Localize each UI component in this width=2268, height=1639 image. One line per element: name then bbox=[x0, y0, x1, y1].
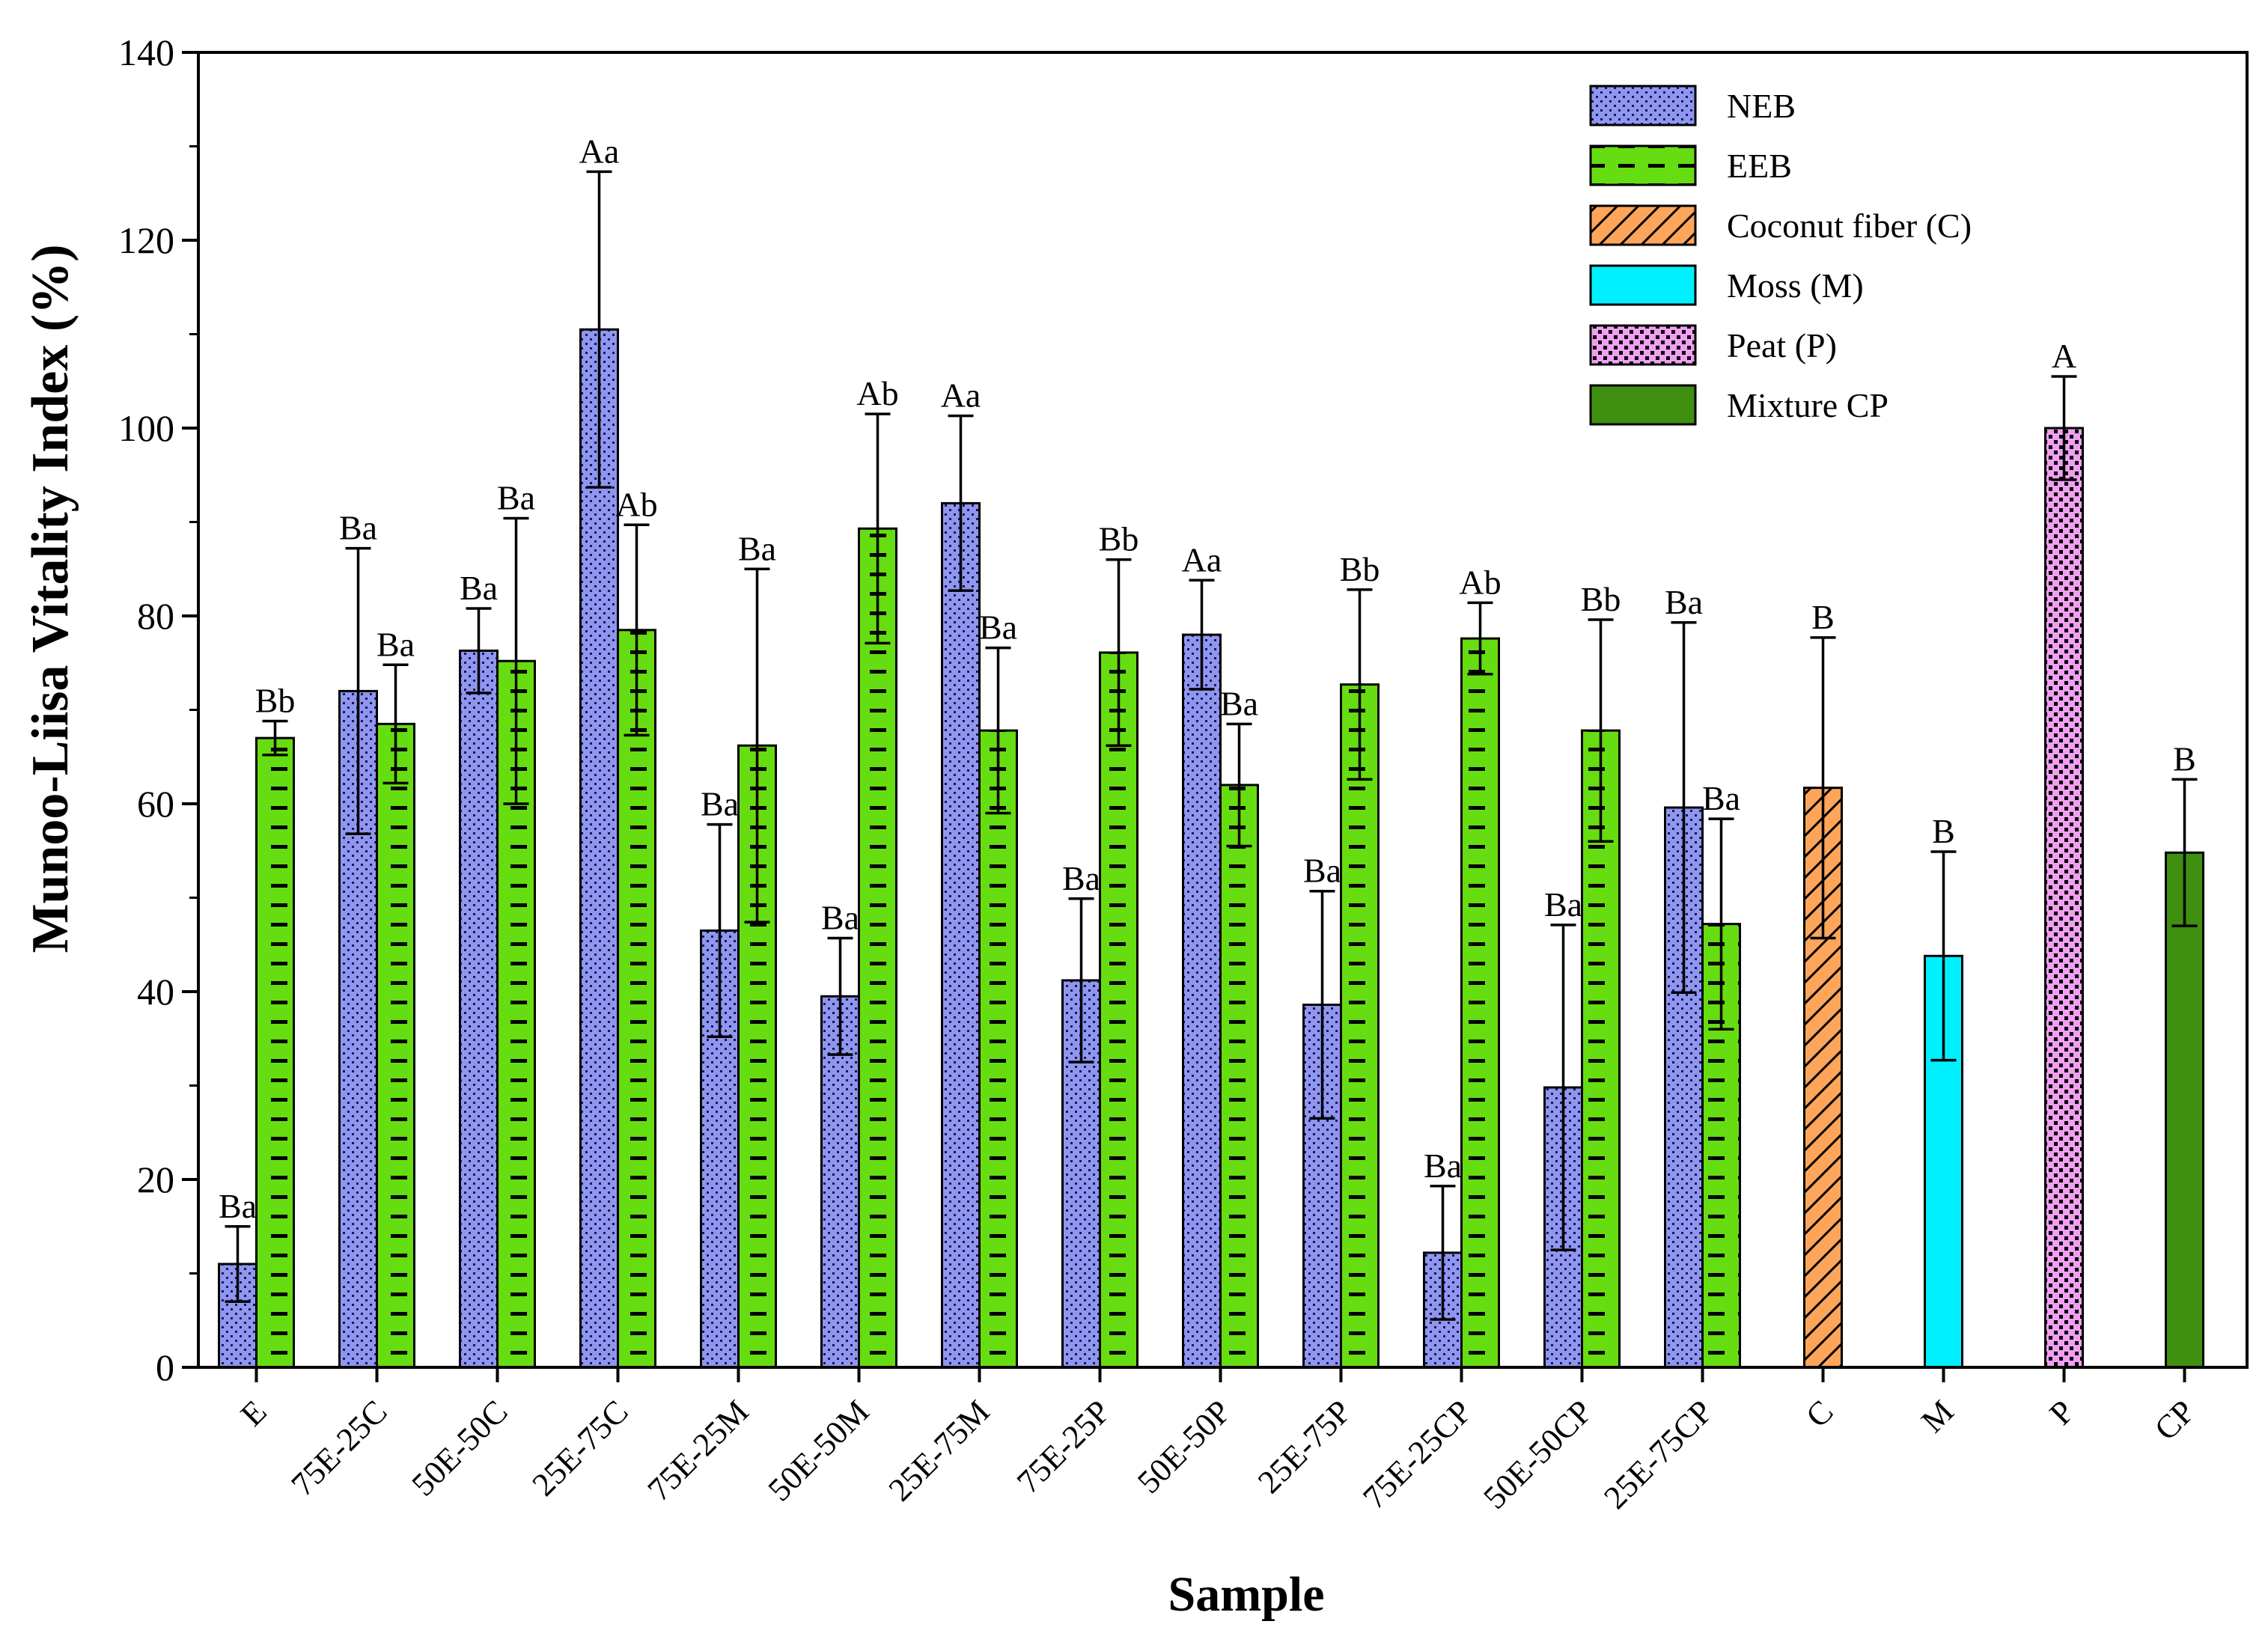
bar-eeb-25E-75M bbox=[978, 729, 1018, 1369]
x-tick-label-50E-50M: 50E-50M bbox=[761, 1393, 877, 1508]
data-label-neb-25E-75C: Aa bbox=[579, 132, 620, 170]
error-bars-layer bbox=[225, 170, 2198, 1321]
bar-neb-25E-75M bbox=[941, 501, 981, 1369]
x-tick-label-50E-50P: 50E-50P bbox=[1130, 1393, 1238, 1501]
y-tick-label-140: 140 bbox=[118, 31, 174, 73]
data-label-eeb-75E-25C: Ba bbox=[377, 625, 415, 663]
data-label-neb-25E-75M: Aa bbox=[941, 376, 981, 415]
x-axis-title: Sample bbox=[1168, 1567, 1324, 1622]
data-label-eeb-75E-25M: Ba bbox=[738, 529, 776, 567]
bar-eeb-50E-50M bbox=[858, 527, 897, 1369]
data-label-moss-m-M: B bbox=[1932, 812, 1955, 850]
y-tick-label-120: 120 bbox=[118, 219, 174, 261]
y-axis-title: Munoo-Liisa Vitality Index (%) bbox=[22, 244, 79, 953]
legend-swatch-mixture-cp bbox=[1589, 384, 1697, 426]
data-label-neb-50E-50P: Aa bbox=[1182, 540, 1222, 579]
legend-label-peat-p: Peat (P) bbox=[1727, 326, 1837, 364]
data-label-neb-75E-25P: Ba bbox=[1062, 859, 1100, 897]
bar-eeb-50E-50P bbox=[1219, 784, 1259, 1369]
data-label-eeb-50E-50C: Ba bbox=[497, 478, 535, 516]
legend-label-eeb: EEB bbox=[1727, 147, 1792, 185]
data-label-neb-75E-25C: Ba bbox=[339, 509, 377, 547]
data-label-eeb-25E-75C: Ab bbox=[615, 485, 657, 523]
x-tick-label-50E-50C: 50E-50C bbox=[405, 1393, 515, 1503]
data-label-eeb-75E-25CP: Ab bbox=[1459, 563, 1501, 601]
bar-neb-50E-50C bbox=[459, 649, 499, 1369]
bar-eeb-25E-75P bbox=[1340, 683, 1380, 1369]
x-tick-label-25E-75CP: 25E-75CP bbox=[1597, 1393, 1719, 1516]
x-tick-label-25E-75P: 25E-75P bbox=[1251, 1393, 1359, 1501]
y-tick-label-60: 60 bbox=[137, 783, 174, 825]
data-label-neb-50E-50C: Ba bbox=[460, 569, 498, 607]
bar-eeb-75E-25C bbox=[376, 722, 415, 1369]
legend-label-neb: NEB bbox=[1727, 87, 1796, 125]
legend-swatch-coconut-fiber-c bbox=[1589, 204, 1697, 246]
data-label-eeb-E: Bb bbox=[255, 682, 296, 720]
x-tick-label-25E-75M: 25E-75M bbox=[882, 1393, 997, 1508]
data-label-neb-50E-50CP: Ba bbox=[1544, 885, 1582, 924]
x-tick-label-CP: CP bbox=[2147, 1393, 2202, 1447]
x-tick-label-M: M bbox=[1914, 1393, 1960, 1439]
bar-eeb-75E-25CP bbox=[1460, 637, 1500, 1369]
data-label-neb-75E-25M: Ba bbox=[701, 785, 739, 823]
data-label-eeb-50E-50M: Ab bbox=[856, 374, 898, 412]
x-tick-label-E: E bbox=[234, 1393, 274, 1433]
y-tick-label-0: 0 bbox=[156, 1346, 174, 1388]
y-tick-label-20: 20 bbox=[137, 1159, 174, 1200]
legend-swatch-eeb bbox=[1589, 144, 1697, 186]
legend: NEB EEB Coconut fiber (C) Moss (M) Peat (P) M… bbox=[1589, 85, 1972, 426]
data-label-neb-25E-75P: Ba bbox=[1303, 852, 1341, 890]
legend-label-coconut-fiber-c: Coconut fiber (C) bbox=[1727, 207, 1972, 245]
bar-eeb-E bbox=[255, 736, 295, 1369]
bar-peat-p-P bbox=[2044, 427, 2084, 1369]
legend-label-moss-m: Moss (M) bbox=[1727, 266, 1864, 305]
x-tick-label-C: C bbox=[1799, 1393, 1840, 1434]
y-tick-label-100: 100 bbox=[118, 407, 174, 449]
data-label-neb-E: Ba bbox=[219, 1187, 257, 1225]
x-tick-label-75E-25CP: 75E-25CP bbox=[1356, 1393, 1478, 1516]
data-label-neb-50E-50M: Ba bbox=[821, 898, 859, 936]
data-label-eeb-25E-75P: Bb bbox=[1340, 550, 1380, 588]
legend-label-mixture-cp: Mixture CP bbox=[1727, 386, 1889, 424]
data-label-eeb-50E-50P: Ba bbox=[1220, 684, 1258, 722]
bar-mixture-cp-CP bbox=[2165, 851, 2204, 1369]
x-tick-label-75E-25M: 75E-25M bbox=[641, 1393, 756, 1508]
data-label-neb-75E-25CP: Ba bbox=[1424, 1147, 1462, 1185]
data-label-peat-p-P: A bbox=[2052, 337, 2076, 375]
x-tick-label-50E-50CP: 50E-50CP bbox=[1476, 1393, 1599, 1516]
data-label-eeb-50E-50CP: Bb bbox=[1581, 580, 1621, 618]
legend-swatch-moss-m bbox=[1589, 264, 1697, 306]
significance-labels-layer: Ba Bb Ba Ba Ba Ba Aa Ab Ba Ba Ba Ab Aa Ba Ba Bb Aa Ba Ba Bb… bbox=[219, 132, 2196, 1224]
x-tick-label-75E-25P: 75E-25P bbox=[1010, 1393, 1118, 1501]
data-label-neb-25E-75CP: Ba bbox=[1665, 583, 1703, 621]
bar-neb-50E-50P bbox=[1182, 633, 1222, 1369]
y-tick-label-40: 40 bbox=[137, 971, 174, 1013]
legend-swatch-neb bbox=[1589, 85, 1697, 126]
y-tick-label-80: 80 bbox=[137, 595, 174, 637]
bar-eeb-25E-75C bbox=[617, 629, 656, 1369]
x-tick-label-25E-75C: 25E-75C bbox=[525, 1393, 635, 1503]
data-label-eeb-25E-75M: Ba bbox=[979, 608, 1017, 647]
bar-eeb-75E-25P bbox=[1099, 651, 1138, 1369]
legend-swatch-peat-p bbox=[1589, 324, 1697, 366]
x-tick-label-P: P bbox=[2043, 1393, 2082, 1432]
data-label-eeb-25E-75CP: Ba bbox=[1702, 779, 1740, 817]
data-label-mixture-cp-CP: B bbox=[2173, 739, 2196, 778]
x-tick-label-75E-25C: 75E-25C bbox=[284, 1393, 394, 1503]
data-label-eeb-75E-25P: Bb bbox=[1099, 520, 1139, 558]
data-label-coconut-fiber-c-C: B bbox=[1811, 598, 1835, 636]
